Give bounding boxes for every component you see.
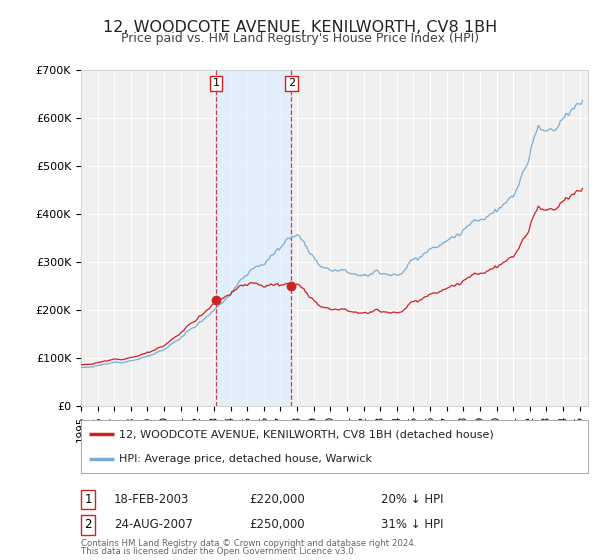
Text: 1: 1	[212, 78, 220, 88]
Text: This data is licensed under the Open Government Licence v3.0.: This data is licensed under the Open Gov…	[81, 547, 356, 556]
Text: 12, WOODCOTE AVENUE, KENILWORTH, CV8 1BH: 12, WOODCOTE AVENUE, KENILWORTH, CV8 1BH	[103, 20, 497, 35]
Text: Contains HM Land Registry data © Crown copyright and database right 2024.: Contains HM Land Registry data © Crown c…	[81, 539, 416, 548]
Bar	[216, 70, 291, 406]
Text: 12, WOODCOTE AVENUE, KENILWORTH, CV8 1BH (detached house): 12, WOODCOTE AVENUE, KENILWORTH, CV8 1BH…	[119, 430, 494, 440]
Text: Price paid vs. HM Land Registry's House Price Index (HPI): Price paid vs. HM Land Registry's House …	[121, 32, 479, 45]
Text: £220,000: £220,000	[249, 493, 305, 506]
Text: 20% ↓ HPI: 20% ↓ HPI	[381, 493, 443, 506]
Text: 18-FEB-2003: 18-FEB-2003	[114, 493, 190, 506]
Text: 24-AUG-2007: 24-AUG-2007	[114, 518, 193, 531]
Text: 2: 2	[288, 78, 295, 88]
Text: 2: 2	[85, 518, 92, 531]
Text: 1: 1	[85, 493, 92, 506]
Text: HPI: Average price, detached house, Warwick: HPI: Average price, detached house, Warw…	[119, 454, 372, 464]
Text: 31% ↓ HPI: 31% ↓ HPI	[381, 518, 443, 531]
Text: £250,000: £250,000	[249, 518, 305, 531]
